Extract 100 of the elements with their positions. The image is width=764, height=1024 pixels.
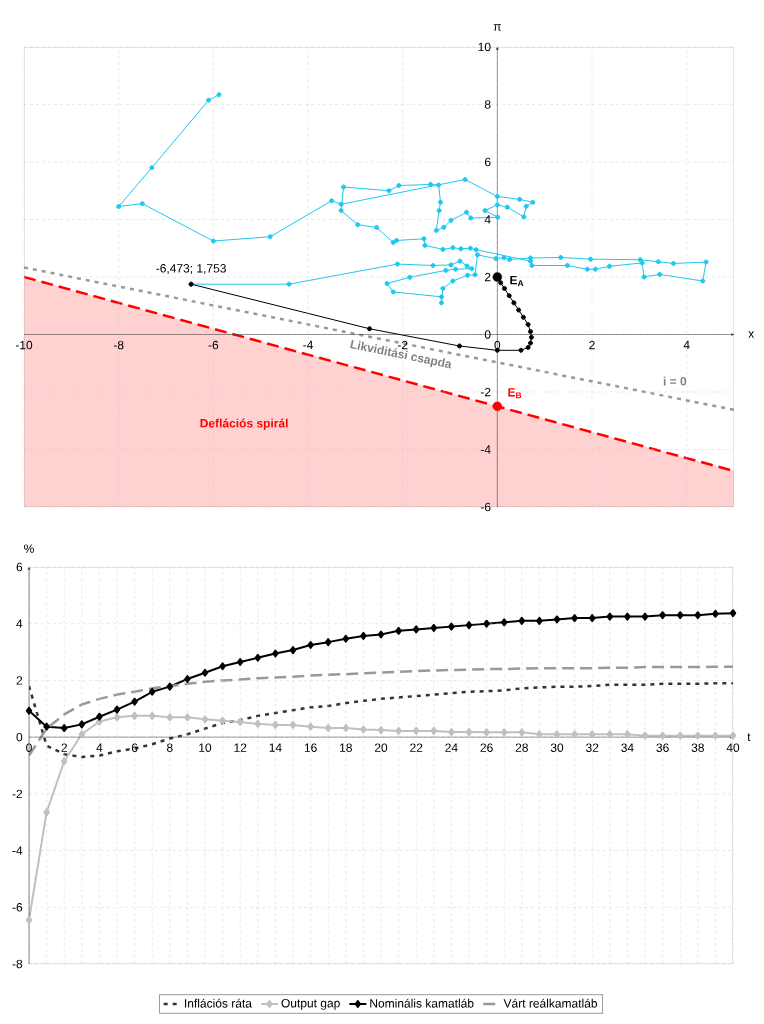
point [342, 724, 350, 733]
point [289, 646, 297, 655]
annotation: -6,473; 1,753 [156, 264, 226, 274]
point [624, 730, 631, 739]
point [500, 728, 508, 737]
point [113, 705, 121, 714]
x-tick-label: -10 [15, 340, 33, 350]
x-tick-label: 6 [131, 743, 138, 752]
point [307, 640, 314, 649]
point [456, 343, 462, 349]
legend-label: Inflációs ráta [185, 998, 252, 1008]
point [219, 716, 226, 725]
y-tick-label: 2 [16, 676, 23, 685]
x-tick-label: 16 [304, 743, 317, 752]
point [518, 347, 524, 353]
x-tick-label: 40 [726, 743, 740, 752]
annotation: Deflációs spirál [200, 418, 288, 430]
point [465, 728, 473, 737]
point [254, 719, 262, 728]
point [184, 675, 191, 683]
point [571, 614, 578, 623]
y-tick-label: -8 [12, 959, 23, 969]
annotation: i = 0 [663, 376, 687, 386]
point [96, 712, 103, 721]
y-axis-title: π [493, 24, 501, 31]
point [571, 730, 578, 739]
y-tick-label: 4 [16, 619, 23, 628]
x-tick-label: -8 [113, 340, 124, 350]
point [43, 808, 50, 817]
point [694, 611, 702, 620]
x-tick-label: 36 [656, 743, 669, 752]
point [412, 625, 420, 634]
point [307, 722, 314, 731]
x-tick-label: 18 [340, 743, 352, 752]
point [536, 730, 543, 739]
y-tick-label: 6 [484, 157, 491, 167]
point [729, 609, 737, 618]
y-tick-label: 2 [484, 272, 491, 282]
y-tick-label: -2 [12, 789, 23, 799]
point [324, 724, 332, 733]
point [201, 715, 209, 724]
point [511, 300, 517, 306]
x-tick-label: 24 [445, 743, 458, 752]
point [201, 668, 209, 677]
point [676, 611, 684, 620]
x-tick-label: 4 [96, 743, 103, 752]
point [430, 623, 438, 632]
point [430, 726, 438, 735]
point [412, 726, 420, 735]
point [641, 612, 649, 621]
point [342, 634, 350, 643]
x-tick-label: 0 [26, 743, 32, 752]
point [272, 649, 279, 658]
x-axis-title: t [747, 733, 751, 742]
point [606, 730, 614, 739]
point [395, 626, 402, 635]
point [360, 631, 367, 640]
x-tick-label: 22 [410, 743, 423, 752]
point [500, 618, 508, 627]
legend-label: Nominális kamatláb [370, 998, 474, 1008]
y-tick-label: 0 [16, 732, 23, 742]
point [360, 725, 367, 734]
x-tick-label: 4 [683, 340, 690, 350]
y-tick-label: 8 [484, 100, 491, 109]
x-tick-label: 26 [480, 743, 493, 752]
annotation: E$_{A}$ [510, 275, 524, 287]
x-tick-label: 34 [621, 743, 634, 752]
x-tick-label: 2 [589, 340, 595, 350]
point [254, 653, 262, 662]
x-tick-label: 12 [234, 743, 247, 752]
point [659, 731, 666, 740]
annotation: E$_{B}$ [508, 388, 522, 399]
point [520, 314, 526, 320]
point [166, 713, 174, 722]
point [78, 730, 86, 739]
point [236, 718, 244, 727]
x-tick-label: 14 [269, 743, 282, 752]
point [588, 614, 596, 623]
point [148, 711, 156, 720]
point [553, 615, 561, 624]
point [25, 706, 33, 715]
y-tick-label: -4 [480, 445, 491, 454]
point [184, 713, 191, 722]
x-tick-label: -4 [303, 340, 313, 350]
point [236, 657, 244, 666]
point [518, 616, 526, 625]
point [641, 731, 649, 740]
point [624, 612, 631, 621]
y-tick-label: -6 [12, 903, 23, 912]
point [324, 638, 332, 647]
point [729, 731, 737, 740]
point [501, 285, 507, 291]
x-tick-label: 8 [166, 743, 173, 752]
point [448, 622, 455, 631]
point [694, 731, 702, 740]
point [377, 726, 385, 735]
point [395, 726, 402, 735]
legend-label: Output gap [281, 998, 340, 1010]
point [518, 728, 526, 737]
y-axis-title: % [24, 544, 34, 553]
